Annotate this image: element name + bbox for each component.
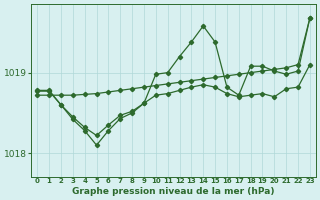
X-axis label: Graphe pression niveau de la mer (hPa): Graphe pression niveau de la mer (hPa): [72, 187, 275, 196]
